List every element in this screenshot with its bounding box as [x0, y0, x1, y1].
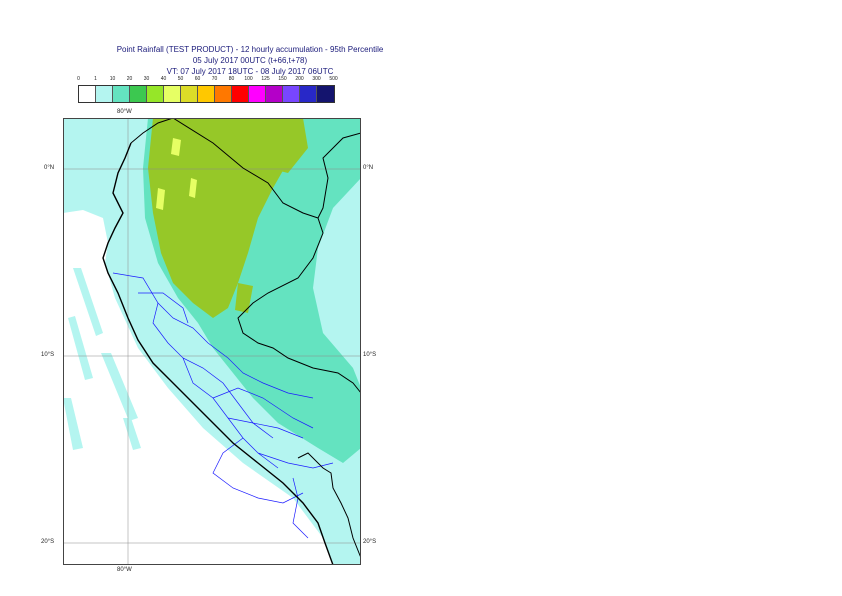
heavy-zone	[148, 118, 298, 318]
legend-swatch	[249, 86, 266, 102]
lat-label-left-10: 10°S	[41, 352, 55, 358]
lat-label-left-0: 0°N	[44, 165, 55, 171]
legend-swatch	[113, 86, 130, 102]
region-boundaries	[112, 272, 334, 539]
yellow-spot	[156, 188, 165, 210]
legend-threshold: 0	[77, 76, 80, 82]
lon-label-top: 80°W	[117, 109, 132, 115]
ocean-streak	[63, 398, 83, 450]
legend-labels: 0 1 10 20 30 40 50 60 70 80 100 125 150 200 300 500	[77, 76, 338, 85]
legend-swatch	[79, 86, 96, 102]
color-legend: 0 1 10 20 30 40 50 60 70 80 100 125 150 200 300 500	[77, 76, 338, 103]
legend-swatch	[232, 86, 249, 102]
ocean-streak	[68, 316, 93, 380]
legend-threshold: 1	[94, 76, 97, 82]
legend-swatch	[147, 86, 164, 102]
legend-swatch	[317, 86, 334, 102]
legend-swatch	[181, 86, 198, 102]
rainfall-map	[63, 118, 361, 565]
legend-threshold: 150	[278, 76, 287, 82]
legend-swatch	[130, 86, 147, 102]
legend-swatch	[215, 86, 232, 102]
yellow-spot	[189, 178, 197, 198]
legend-threshold: 20	[126, 76, 133, 82]
legend-threshold: 60	[194, 76, 201, 82]
legend-threshold: 300	[312, 76, 321, 82]
valid-time: VT: 07 July 2017 18UTC - 08 July 2017 06…	[166, 67, 334, 76]
run-time: 05 July 2017 00UTC (t+66,t+78)	[192, 56, 308, 65]
heavy-zone	[223, 118, 308, 173]
lat-label-right-20: 20°S	[363, 539, 377, 545]
heavy-zone	[235, 283, 253, 313]
legend-threshold: 70	[211, 76, 218, 82]
legend-threshold: 10	[109, 76, 116, 82]
legend-swatch	[198, 86, 215, 102]
legend-threshold: 40	[160, 76, 167, 82]
legend-swatch	[164, 86, 181, 102]
legend-swatch	[266, 86, 283, 102]
lat-label-right-0: 0°N	[363, 165, 374, 171]
legend-threshold: 50	[177, 76, 184, 82]
ocean-streak	[123, 418, 141, 450]
coastline	[102, 142, 334, 565]
legend-threshold: 80	[228, 76, 235, 82]
lat-label-left-20: 20°S	[41, 539, 55, 545]
legend-swatch	[96, 86, 113, 102]
dry-ocean	[63, 210, 333, 565]
legend-bar	[78, 85, 335, 103]
legend-threshold: 125	[261, 76, 270, 82]
ocean-streak	[101, 353, 138, 421]
ocean-streak	[73, 268, 103, 336]
legend-swatch	[300, 86, 317, 102]
lon-label-bottom: 80°W	[117, 567, 132, 573]
legend-threshold: 30	[143, 76, 150, 82]
legend-swatch	[283, 86, 300, 102]
legend-threshold: 500	[329, 76, 338, 82]
yellow-spot	[171, 138, 181, 156]
lat-label-right-10: 10°S	[363, 352, 377, 358]
map-title: Point Rainfall (TEST PRODUCT) - 12 hourl…	[116, 45, 384, 54]
legend-threshold: 100	[244, 76, 253, 82]
legend-threshold: 200	[295, 76, 304, 82]
national-border	[130, 118, 361, 559]
